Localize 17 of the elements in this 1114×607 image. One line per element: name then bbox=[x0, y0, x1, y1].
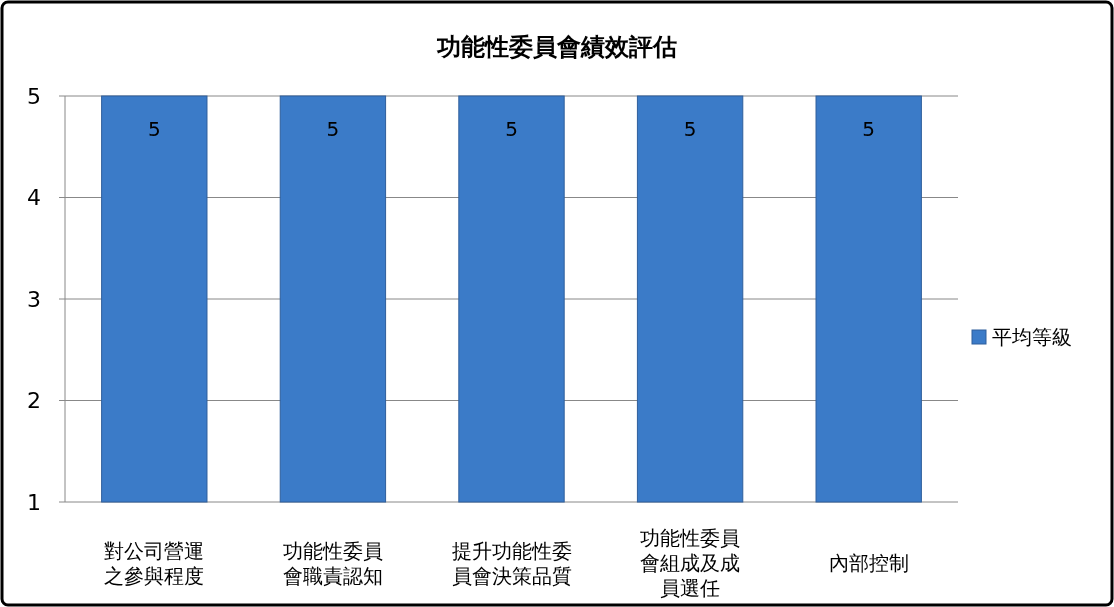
data-label: 5 bbox=[505, 117, 518, 141]
y-tick-label: 5 bbox=[27, 83, 41, 109]
data-label: 5 bbox=[326, 117, 340, 141]
data-label: 5 bbox=[147, 117, 161, 141]
x-tick-label: 內部控制 bbox=[828, 551, 909, 575]
x-tick-label: 提升功能性委員會決策品質 bbox=[451, 538, 572, 588]
legend-label: 平均等級 bbox=[992, 325, 1072, 349]
x-tick-label: 對公司營運之參與程度 bbox=[104, 538, 205, 588]
y-tick-label: 3 bbox=[27, 286, 41, 312]
chart-title: 功能性委員會績效評估 bbox=[436, 33, 677, 61]
y-tick-label: 2 bbox=[27, 388, 41, 414]
data-label: 5 bbox=[683, 117, 697, 141]
y-tick-label: 1 bbox=[27, 489, 41, 515]
x-tick-label: 功能性委員會組成及成員選任 bbox=[640, 526, 741, 600]
y-tick-label: 4 bbox=[27, 185, 41, 211]
data-label: 5 bbox=[862, 117, 876, 141]
x-tick-label: 功能性委員會職責認知 bbox=[282, 538, 383, 588]
